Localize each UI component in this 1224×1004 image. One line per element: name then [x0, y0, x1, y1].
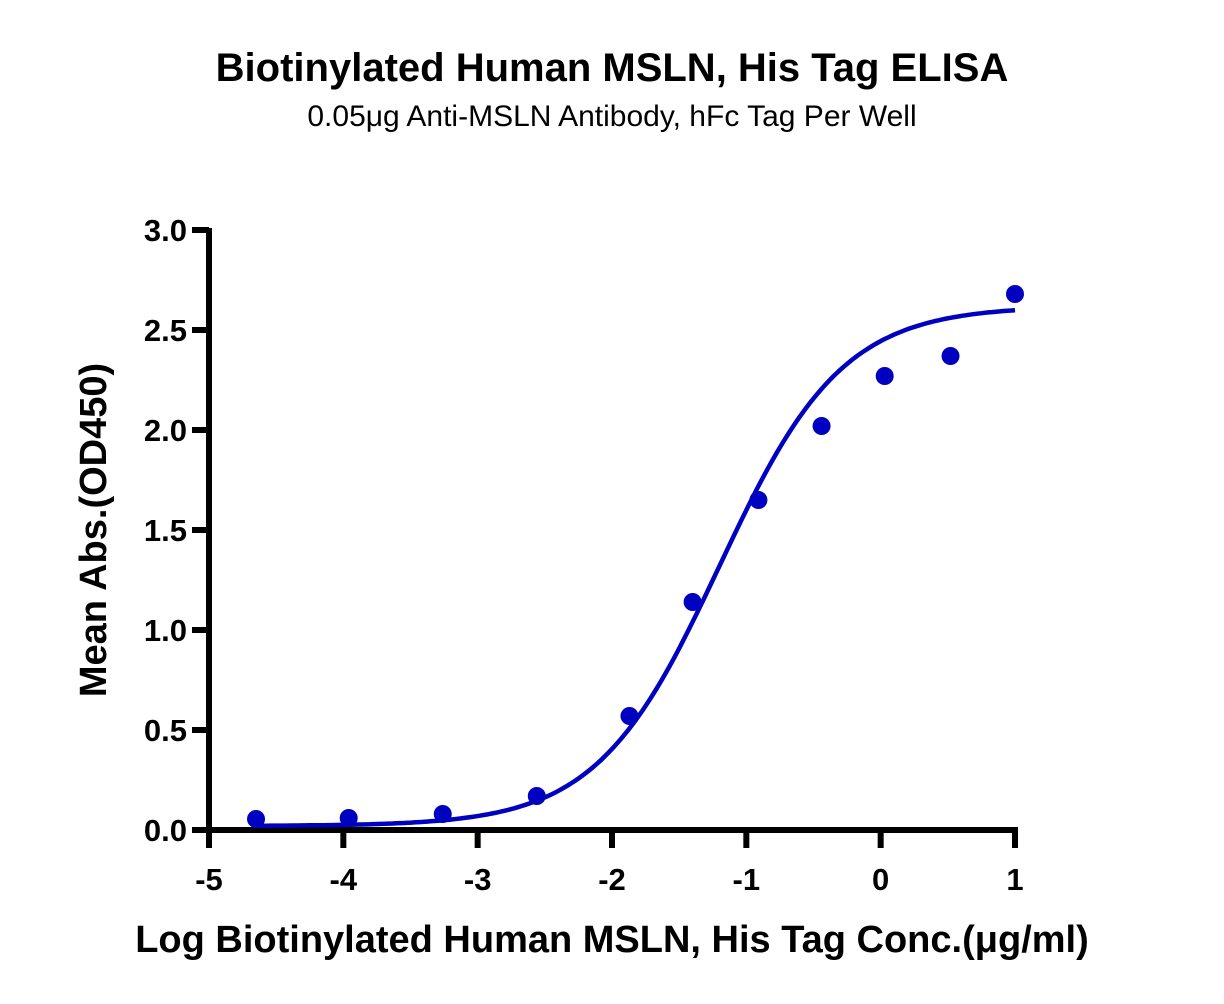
data-point — [812, 417, 831, 435]
x-tick-label: 0 — [872, 862, 889, 897]
x-tick-label: -5 — [195, 862, 223, 897]
x-tick-label: -2 — [598, 862, 626, 897]
data-point — [339, 809, 358, 827]
data-point — [749, 491, 768, 509]
y-tick-label: 2.0 — [144, 413, 187, 448]
data-point — [527, 787, 546, 805]
x-tick-label: -3 — [464, 862, 492, 897]
data-point — [941, 347, 960, 365]
fit-curve — [256, 307, 1016, 828]
axes: 0.0 0.5 1.0 1.5 2.0 2.5 3.0 -5 -4 -3 -2 -1 0 1 — [144, 213, 1024, 897]
x-tick-label: -1 — [733, 862, 761, 897]
y-axis-label: Mean Abs.(OD450) — [73, 363, 115, 697]
data-points — [247, 285, 1024, 828]
data-point — [247, 810, 266, 828]
x-axis-label: Log Biotinylated Human MSLN, His Tag Con… — [135, 919, 1089, 961]
data-point — [875, 367, 894, 385]
y-tick-label: 3.0 — [144, 213, 187, 248]
fit-line — [256, 307, 1016, 828]
y-tick-label: 0.5 — [144, 713, 187, 748]
x-tick-label: 1 — [1006, 862, 1023, 897]
chart-subtitle: 0.05μg Anti-MSLN Antibody, hFc Tag Per W… — [307, 100, 917, 133]
data-point — [683, 593, 702, 611]
x-tick-label: -4 — [330, 862, 358, 897]
y-tick-label: 1.5 — [144, 513, 187, 548]
y-tick-label: 2.5 — [144, 313, 187, 348]
y-tick-label: 1.0 — [144, 613, 187, 648]
data-point — [620, 707, 639, 725]
chart-title: Biotinylated Human MSLN, His Tag ELISA — [215, 46, 1009, 90]
data-point — [433, 805, 452, 823]
data-point — [1006, 285, 1024, 303]
y-tick-label: 0.0 — [144, 813, 187, 848]
